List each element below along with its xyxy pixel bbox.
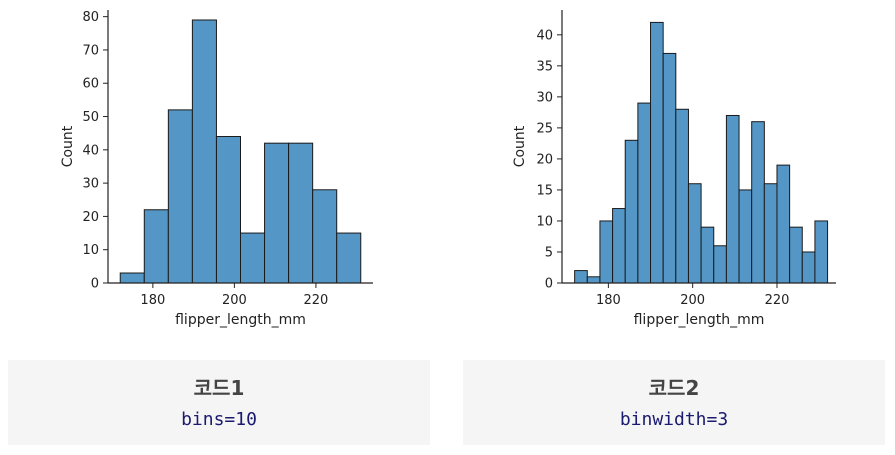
x-axis-label: flipper_length_mm xyxy=(634,312,765,328)
x-tick-label: 200 xyxy=(222,293,247,308)
x-tick-label: 220 xyxy=(765,293,790,308)
y-tick-label: 70 xyxy=(82,43,99,58)
histogram-bar xyxy=(574,270,588,284)
histogram-bar xyxy=(336,232,362,284)
y-tick-label: 20 xyxy=(536,152,553,167)
histogram-bar xyxy=(215,136,241,284)
x-tick-label: 180 xyxy=(596,293,621,308)
caption-box-code1: 코드1 bins=10 xyxy=(8,360,430,445)
histogram-bar xyxy=(288,142,314,284)
y-tick-label: 40 xyxy=(536,28,553,43)
y-tick-label: 10 xyxy=(536,214,553,229)
histogram-bar xyxy=(624,139,639,284)
histogram-bar xyxy=(738,189,753,284)
histogram-bar xyxy=(776,164,791,284)
histogram-bar xyxy=(143,209,169,284)
histogram-bar xyxy=(687,183,702,284)
histogram-bar xyxy=(801,251,816,284)
y-tick-label: 15 xyxy=(536,183,553,198)
y-tick-label: 10 xyxy=(82,243,99,258)
y-tick-label: 35 xyxy=(536,59,553,74)
y-tick-label: 50 xyxy=(82,110,99,125)
histogram-bar xyxy=(763,183,778,284)
histogram-bar xyxy=(700,226,715,284)
histogram-bar xyxy=(612,208,626,284)
y-axis-label: Count xyxy=(60,125,76,167)
histogram-bar xyxy=(599,220,614,284)
caption-code-bins: bins=10 xyxy=(181,409,257,430)
caption-code-binwidth: binwidth=3 xyxy=(619,409,729,430)
histogram-bar xyxy=(240,232,266,284)
caption-title-code1: 코드1 xyxy=(193,376,245,400)
x-tick-label: 220 xyxy=(304,293,329,308)
histogram-bar xyxy=(264,142,290,284)
histogram-bar xyxy=(167,109,193,284)
y-tick-label: 5 xyxy=(545,245,553,260)
histogram-bar xyxy=(675,108,689,284)
histogram-chart-left: 0 10 20 30 40 50 60 70 80 180 200 220 flipper_length… xyxy=(60,10,373,328)
histogram-bar xyxy=(725,114,740,284)
x-axis-label: flipper_length_mm xyxy=(175,312,306,328)
y-tick-label: 30 xyxy=(536,90,553,105)
caption-box-code2: 코드2 binwidth=3 xyxy=(463,360,885,445)
histogram-bar xyxy=(312,189,338,284)
histogram-chart-right: 0 5 10 15 20 25 30 35 40 180 200 220flipper_length_… xyxy=(512,10,836,328)
histogram-bar xyxy=(814,220,829,284)
y-tick-label: 0 xyxy=(91,277,99,292)
x-tick-label: 180 xyxy=(140,293,165,308)
x-tick-label: 200 xyxy=(680,293,705,308)
y-tick-label: 25 xyxy=(536,121,553,136)
y-tick-label: 60 xyxy=(82,77,99,92)
histogram-bar xyxy=(789,226,803,284)
y-tick-label: 0 xyxy=(545,277,553,292)
histogram-bar xyxy=(586,276,601,284)
histogram-bar xyxy=(713,245,727,284)
histogram-bar xyxy=(119,272,145,284)
y-tick-label: 80 xyxy=(82,10,99,25)
y-axis-label: Count xyxy=(512,125,528,167)
y-tick-label: 40 xyxy=(82,143,99,158)
histogram-bar xyxy=(751,121,765,284)
histogram-bar xyxy=(637,102,652,284)
y-tick-label: 20 xyxy=(82,210,99,225)
histogram-bar xyxy=(650,21,664,284)
histogram-bar xyxy=(191,19,217,284)
histogram-bar xyxy=(662,52,677,284)
y-tick-label: 30 xyxy=(82,177,99,192)
caption-title-code2: 코드2 xyxy=(648,376,700,400)
